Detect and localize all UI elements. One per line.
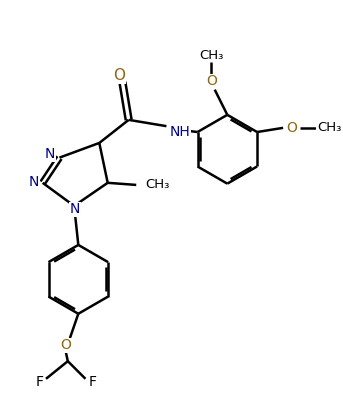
Text: F: F <box>35 375 43 389</box>
Text: NH: NH <box>170 126 191 139</box>
Text: N: N <box>70 202 80 216</box>
Text: N: N <box>29 175 39 189</box>
Text: O: O <box>113 68 125 83</box>
Text: F: F <box>88 375 96 389</box>
Text: O: O <box>60 338 71 352</box>
Text: O: O <box>206 74 217 88</box>
Text: CH₃: CH₃ <box>317 121 342 134</box>
Text: CH₃: CH₃ <box>145 178 170 191</box>
Text: CH₃: CH₃ <box>199 49 224 62</box>
Text: N: N <box>45 147 55 161</box>
Text: O: O <box>286 121 297 135</box>
